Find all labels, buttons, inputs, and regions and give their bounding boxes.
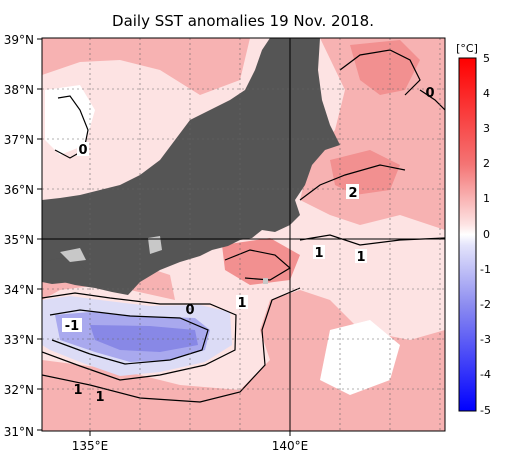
contour-label: 1 xyxy=(95,390,104,405)
graticule xyxy=(42,38,445,431)
tick-marks xyxy=(37,38,291,436)
contour-label: 1 xyxy=(356,250,365,265)
contour-label: 0 xyxy=(185,303,194,318)
colorbar-tick: -4 xyxy=(480,368,491,381)
lat-labels: 39°N 38°N 37°N 36°N 35°N 34°N 33°N 32°N … xyxy=(4,33,34,439)
map-title: Daily SST anomalies 19 Nov. 2018. xyxy=(112,12,374,30)
colorbar-gradient xyxy=(458,57,477,412)
lat-label: 36°N xyxy=(4,183,34,197)
contour-label-group: 0 2 1 1 0 -1 1 1 1 0 xyxy=(62,86,435,405)
lon-label: 140°E xyxy=(272,439,309,453)
contour-lines xyxy=(42,49,445,403)
contour-label: 1 xyxy=(237,296,246,311)
contour-label: 1 xyxy=(314,246,323,261)
land-honshu xyxy=(42,38,340,295)
land-izu-islands xyxy=(263,278,268,284)
lat-label: 32°N xyxy=(4,383,34,397)
map-panel: 0 2 1 1 0 -1 1 1 1 0 xyxy=(42,38,445,431)
colorbar: [°C] 5 4 3 2 1 0 -1 -2 -3 -4 -5 xyxy=(456,42,491,417)
colorbar-tick: -5 xyxy=(480,404,491,417)
colorbar-tick: 1 xyxy=(483,192,490,205)
colorbar-tick: 2 xyxy=(483,157,490,170)
lat-label: 38°N xyxy=(4,83,34,97)
lat-label: 34°N xyxy=(4,283,34,297)
lat-label: 35°N xyxy=(4,233,34,247)
colorbar-tick: 5 xyxy=(483,52,490,65)
colorbar-tick: -1 xyxy=(480,263,491,276)
contour-label: -1 xyxy=(65,319,79,334)
neutral-patch xyxy=(45,85,95,155)
graticule-major xyxy=(42,38,445,431)
colorbar-tick: 3 xyxy=(483,122,490,135)
land-ise-bay xyxy=(60,248,86,262)
lat-label: 37°N xyxy=(4,133,34,147)
contour-label: 1 xyxy=(73,383,82,398)
warm-anomaly-patch xyxy=(42,38,250,95)
warm-anomaly-patch xyxy=(42,290,445,431)
lat-label: 33°N xyxy=(4,333,34,347)
colorbar-tick: -3 xyxy=(480,333,491,346)
lat-label: 31°N xyxy=(4,425,34,439)
lat-label: 39°N xyxy=(4,33,34,47)
land-shikoku xyxy=(42,258,86,284)
contour-label: 0 xyxy=(78,143,87,158)
warm-anomaly-patch xyxy=(330,150,400,195)
cool-anomaly-strong xyxy=(90,325,198,352)
contour-label: 2 xyxy=(348,186,357,201)
colorbar-ticks: 5 4 3 2 1 0 -1 -2 -3 -4 -5 xyxy=(480,52,491,417)
colorbar-unit: [°C] xyxy=(456,42,478,55)
land-awaji xyxy=(148,236,162,254)
lon-labels: 135°E 140°E xyxy=(72,439,309,453)
map-frame xyxy=(41,37,446,432)
colorbar-tick: -2 xyxy=(480,298,491,311)
lon-label: 135°E xyxy=(72,439,109,453)
colorbar-tick: 4 xyxy=(483,87,490,100)
contour-label: 0 xyxy=(425,86,434,101)
colorbar-tick: 0 xyxy=(483,228,490,241)
